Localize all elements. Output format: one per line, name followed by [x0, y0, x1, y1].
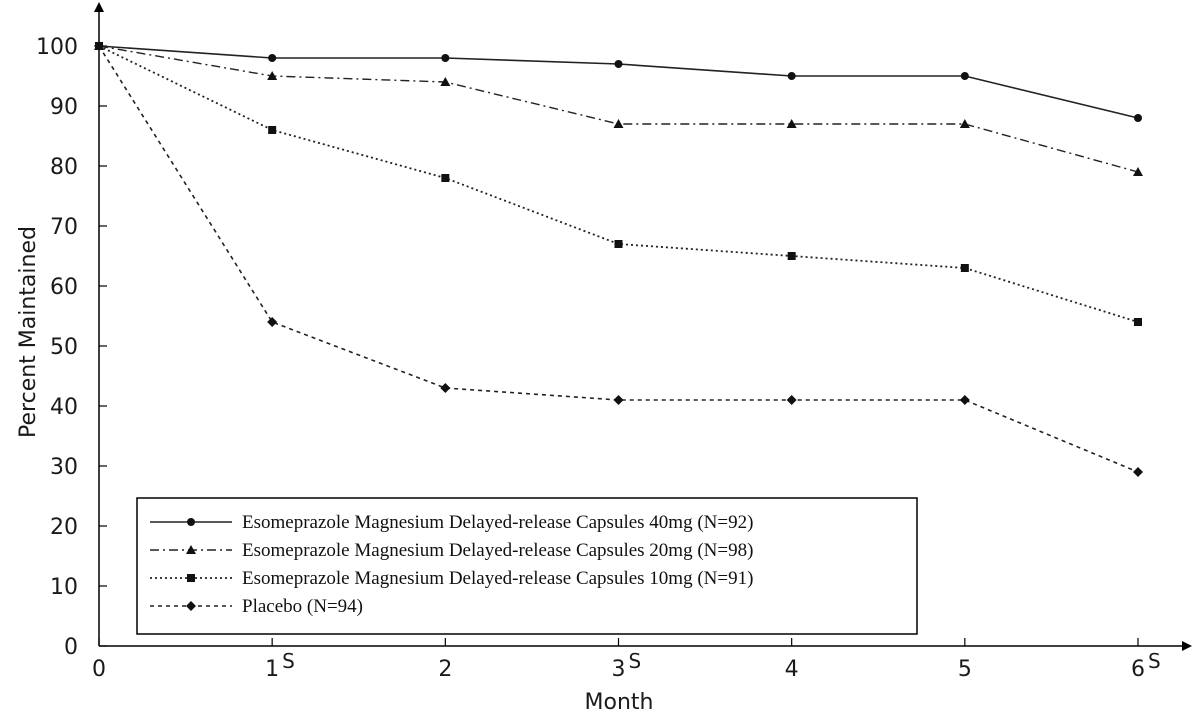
y-tick-label: 10 [50, 575, 78, 600]
data-point [440, 77, 451, 86]
data-point [268, 54, 277, 62]
data-point [1134, 318, 1142, 326]
legend-label: Placebo (N=94) [242, 596, 363, 617]
data-point [787, 252, 796, 260]
legend-label: Esomeprazole Magnesium Delayed-release C… [242, 512, 753, 533]
series-diamond [94, 41, 1143, 477]
y-axis-arrowhead [94, 2, 104, 12]
data-point [268, 126, 277, 134]
data-point [267, 317, 278, 327]
y-tick-label: 30 [50, 455, 78, 480]
x-tick-label: 0 [92, 657, 106, 682]
legend-marker [187, 574, 195, 582]
x-tick-label: 5 [958, 657, 972, 682]
y-tick-label: 80 [50, 155, 78, 180]
significance-mark: S [629, 649, 642, 673]
data-point [786, 119, 797, 128]
data-point [1133, 467, 1143, 477]
data-point [959, 119, 970, 128]
legend: Esomeprazole Magnesium Delayed-release C… [136, 497, 918, 635]
y-tick-label: 60 [50, 275, 78, 300]
series-layer [94, 41, 1143, 477]
significance-mark: S [1148, 649, 1161, 673]
data-point [787, 72, 796, 80]
data-point [441, 54, 450, 62]
legend-item: Placebo (N=94) [150, 596, 363, 617]
x-tick-label: 1 [265, 657, 279, 682]
data-point [441, 174, 450, 182]
y-tick-label: 100 [36, 35, 78, 60]
legend-label: Esomeprazole Magnesium Delayed-release C… [242, 540, 753, 561]
y-tick-label: 90 [50, 95, 78, 120]
data-point [94, 41, 104, 51]
x-axis-arrowhead [1182, 641, 1192, 651]
legend-label: Esomeprazole Magnesium Delayed-release C… [242, 568, 753, 589]
legend-item: Esomeprazole Magnesium Delayed-release C… [150, 512, 753, 533]
series-square [95, 42, 1142, 326]
significance-mark: S [282, 649, 295, 673]
data-point [960, 72, 969, 80]
data-point [1134, 114, 1142, 122]
y-tick-label: 0 [64, 635, 78, 660]
series-line [98, 45, 1139, 473]
y-axis-title: Percent Maintained [16, 226, 41, 438]
series-circle [95, 42, 1142, 122]
legend-item: Esomeprazole Magnesium Delayed-release C… [150, 540, 753, 561]
y-tick-label: 20 [50, 515, 78, 540]
x-tick-label: 2 [438, 657, 452, 682]
series-line [98, 45, 1139, 119]
legend-box [136, 497, 918, 635]
data-point [959, 395, 970, 405]
data-point [1133, 167, 1143, 176]
legend-marker [186, 601, 196, 611]
legend-marker [187, 518, 195, 526]
y-tick-label: 50 [50, 335, 78, 360]
data-point [267, 71, 278, 80]
data-point [614, 240, 623, 248]
y-tick-label: 40 [50, 395, 78, 420]
data-point [960, 264, 969, 272]
y-tick-label: 70 [50, 215, 78, 240]
data-point [614, 60, 623, 68]
series-line [98, 45, 1139, 323]
data-point [613, 119, 624, 128]
x-tick-label: 6 [1131, 657, 1145, 682]
x-axis-title: Month [585, 690, 654, 714]
legend-item: Esomeprazole Magnesium Delayed-release C… [150, 568, 753, 589]
data-point [613, 395, 624, 405]
legend-marker [186, 545, 196, 554]
x-tick-label: 4 [785, 657, 799, 682]
data-point [786, 395, 797, 405]
x-tick-label: 3 [612, 657, 626, 682]
data-point [440, 383, 451, 393]
